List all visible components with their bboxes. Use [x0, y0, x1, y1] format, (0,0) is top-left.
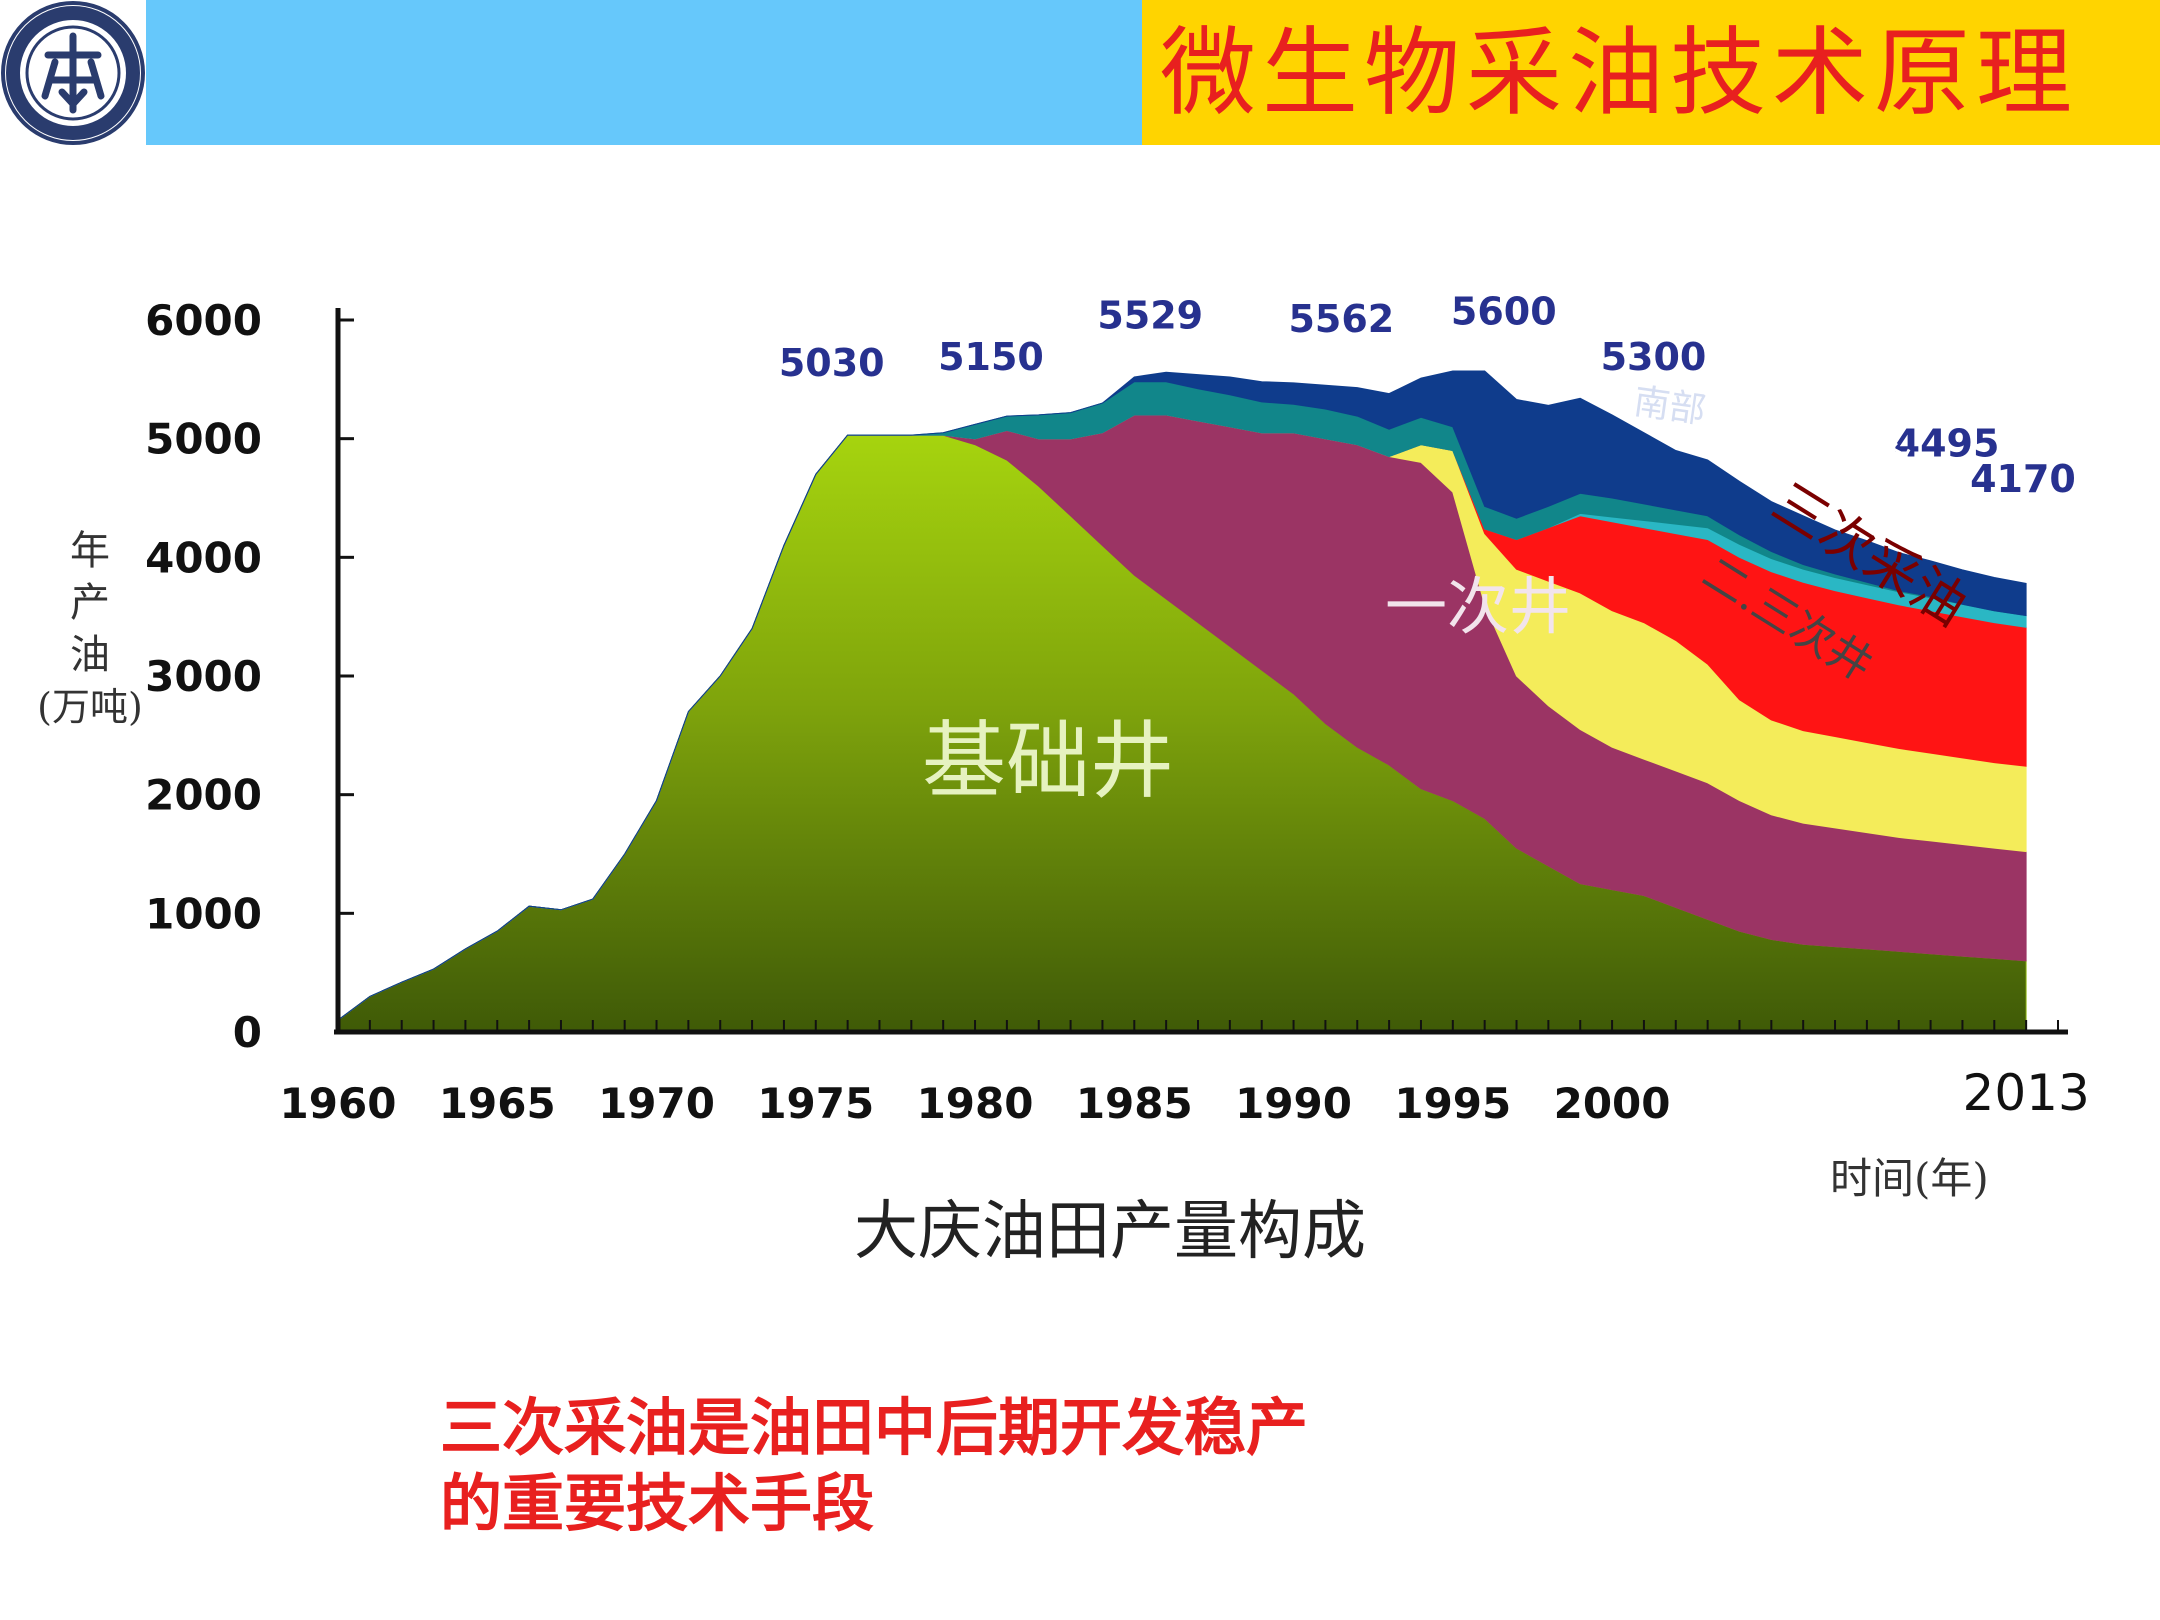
y-axis-label: 年 产 油 (万吨): [37, 528, 143, 729]
value-annotation-3: 5562: [1288, 297, 1394, 341]
value-annotation-7: 4170: [1970, 457, 2076, 501]
x-tick-label-3: 1975: [757, 1079, 874, 1128]
header-band-right: [1142, 0, 2160, 145]
x-tick-label-2: 1970: [598, 1079, 715, 1128]
x-tick-label-4: 1980: [917, 1079, 1034, 1128]
x-tick-label-6: 1990: [1235, 1079, 1352, 1128]
header-band-left: [146, 0, 1142, 145]
y-tick-label-1: 1000: [145, 889, 262, 938]
area-label-1: 一次井: [1385, 570, 1571, 643]
x-tick-label-8: 2000: [1554, 1079, 1671, 1128]
y-tick-label-4: 4000: [145, 533, 262, 582]
value-annotation-1: 5150: [938, 335, 1044, 379]
university-seal-icon: [1, 1, 145, 145]
value-annotation-4: 5600: [1451, 290, 1557, 334]
y-tick-label-5: 5000: [145, 415, 262, 464]
y-tick-label-2: 2000: [145, 771, 262, 820]
chart-caption: 大庆油田产量构成: [854, 1195, 1366, 1269]
y-tick-label-6: 6000: [145, 296, 262, 345]
value-annotation-2: 5529: [1097, 293, 1203, 337]
area-label-5: 南部: [1631, 381, 1708, 432]
x-axis-label: 时间(年): [1830, 1154, 1989, 1203]
chart-axes: 0 1000 2000 3000 4000 5000 6000 1960 1965 1970 197…: [145, 296, 2090, 1128]
conclusion-line-1: 三次采油是油田中后期开发稳产: [440, 1391, 1309, 1464]
chart-areas: [337, 370, 2027, 1033]
page-title: 微生物采油技术原理: [1160, 17, 2078, 129]
y-tick-label-3: 3000: [145, 652, 262, 701]
value-annotation-6: 4495: [1894, 421, 2000, 465]
area-label-0: 基础井: [922, 712, 1174, 810]
value-annotation-0: 5030: [779, 341, 885, 385]
x-tick-label-5: 1985: [1076, 1079, 1193, 1128]
y-tick-label-0: 0: [233, 1008, 262, 1057]
x-tick-label-0: 1960: [280, 1079, 397, 1128]
x-tick-label-7: 1995: [1394, 1079, 1511, 1128]
conclusion-line-2: 的重要技术手段: [440, 1467, 875, 1540]
x-tick-label-1: 1965: [439, 1079, 556, 1128]
x-tick-label-9: 2013: [1963, 1064, 2090, 1122]
conclusion-text: 三次采油是油田中后期开发稳产 的重要技术手段: [440, 1390, 1840, 1542]
value-annotation-5: 5300: [1601, 335, 1707, 379]
area-series-6: [337, 370, 2027, 1021]
